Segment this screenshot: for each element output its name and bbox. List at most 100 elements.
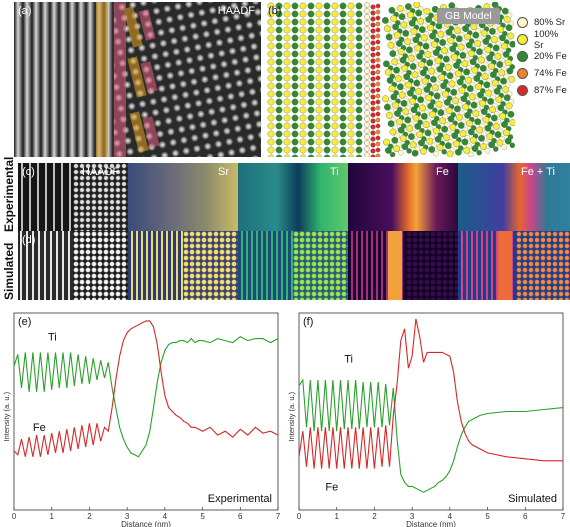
gb-atom bbox=[283, 82, 291, 90]
gb-atom bbox=[275, 82, 283, 90]
x-tick-label: 4 bbox=[448, 512, 453, 521]
gb-atom bbox=[291, 82, 299, 90]
gb-atom bbox=[508, 75, 515, 83]
legend-label-74-fe: 74% Fe bbox=[534, 68, 567, 79]
gb-atom bbox=[370, 64, 376, 70]
gb-atom bbox=[498, 69, 506, 77]
gb-atom bbox=[406, 148, 412, 154]
gb-atom bbox=[323, 98, 331, 106]
legend-label-87-fe: 87% Fe bbox=[534, 85, 567, 96]
gb-atom bbox=[283, 66, 291, 74]
gb-atom bbox=[364, 2, 370, 8]
gb-atom bbox=[283, 90, 291, 98]
gb-atom bbox=[347, 114, 355, 122]
x-tick-label: 6 bbox=[523, 512, 528, 521]
gb-atom bbox=[347, 58, 355, 66]
gb-atom bbox=[364, 140, 370, 146]
gb-atom bbox=[347, 98, 355, 106]
gb-atom bbox=[438, 74, 446, 81]
gb-atom bbox=[307, 18, 315, 26]
gb-atom bbox=[347, 90, 355, 98]
gb-atom bbox=[490, 36, 498, 44]
gb-atom bbox=[429, 111, 437, 118]
gb-atom bbox=[415, 9, 423, 17]
gb-atom bbox=[283, 98, 291, 106]
gb-atom bbox=[331, 106, 339, 114]
gb-atom bbox=[315, 154, 323, 157]
gb-atom bbox=[339, 58, 347, 66]
gb-atom bbox=[375, 117, 381, 123]
gb-atom bbox=[323, 90, 331, 98]
legend-dot-74-fe bbox=[517, 68, 528, 79]
gb-atom bbox=[347, 18, 355, 26]
gb-atom bbox=[435, 100, 443, 108]
gb-atom bbox=[404, 38, 412, 45]
gb-atom bbox=[331, 50, 339, 58]
gb-atom bbox=[440, 82, 448, 90]
gb-atom bbox=[434, 57, 442, 65]
gb-atom bbox=[407, 133, 415, 141]
gb-atom bbox=[375, 75, 381, 81]
gb-atom bbox=[478, 134, 485, 142]
gb-atom bbox=[461, 138, 469, 146]
gb-atom bbox=[402, 108, 410, 116]
gb-atom bbox=[442, 55, 450, 63]
gb-atom bbox=[389, 50, 397, 57]
gb-atom bbox=[347, 26, 355, 34]
gb-atom bbox=[497, 104, 505, 112]
map-c-sr bbox=[128, 163, 238, 231]
gb-atom bbox=[504, 137, 512, 145]
gb-atom bbox=[370, 154, 376, 157]
gb-atom bbox=[364, 134, 370, 140]
gb-atom bbox=[474, 40, 482, 47]
gb-atom bbox=[283, 50, 291, 58]
gb-atom bbox=[291, 98, 299, 106]
gb-atom bbox=[479, 64, 487, 72]
gb-atom bbox=[479, 143, 487, 151]
gb-atom bbox=[307, 154, 315, 157]
gb-atom bbox=[355, 138, 363, 146]
gb-atom bbox=[370, 106, 376, 112]
gb-atom bbox=[267, 138, 275, 146]
gb-atom bbox=[315, 114, 323, 122]
gb-atom bbox=[370, 130, 376, 136]
gb-atom bbox=[387, 41, 395, 49]
gb-atom bbox=[477, 56, 485, 64]
gb-atom bbox=[331, 146, 339, 154]
gb-atom bbox=[307, 58, 315, 66]
gb-atom bbox=[406, 124, 413, 132]
gb-atom bbox=[507, 32, 515, 40]
gb-atom bbox=[355, 26, 363, 34]
panel-a-letter: (a) bbox=[18, 5, 32, 17]
gb-atom bbox=[283, 130, 291, 138]
gb-atom bbox=[370, 94, 376, 100]
gb-atom bbox=[370, 148, 376, 154]
gb-atom bbox=[315, 122, 323, 130]
gb-atom bbox=[315, 66, 323, 74]
plot-frame bbox=[298, 312, 564, 511]
gb-atom bbox=[385, 112, 393, 119]
gb-atom bbox=[457, 43, 465, 51]
gb-atom bbox=[307, 82, 315, 90]
gb-atom bbox=[412, 36, 420, 44]
gb-atom bbox=[347, 66, 355, 74]
y-axis-label: Intensity (a. u.) bbox=[287, 391, 296, 441]
gb-atom bbox=[267, 2, 275, 10]
gb-atom bbox=[375, 129, 381, 135]
gb-atom bbox=[412, 114, 420, 122]
gb-atom bbox=[370, 76, 376, 82]
gb-atom bbox=[364, 110, 370, 116]
gb-atom bbox=[468, 151, 474, 157]
gb-atom bbox=[315, 42, 323, 50]
gb-atom bbox=[395, 40, 403, 47]
gb-atom bbox=[364, 98, 370, 104]
gb-atom bbox=[492, 122, 500, 130]
gb-atom bbox=[396, 83, 404, 91]
gb-atom bbox=[421, 77, 429, 85]
gb-atom bbox=[455, 113, 463, 121]
gb-atom bbox=[370, 70, 376, 76]
map-d-fe bbox=[348, 231, 458, 300]
gb-atom bbox=[267, 74, 275, 82]
series-line-ti bbox=[298, 378, 564, 493]
x-tick-label: 0 bbox=[297, 512, 302, 521]
